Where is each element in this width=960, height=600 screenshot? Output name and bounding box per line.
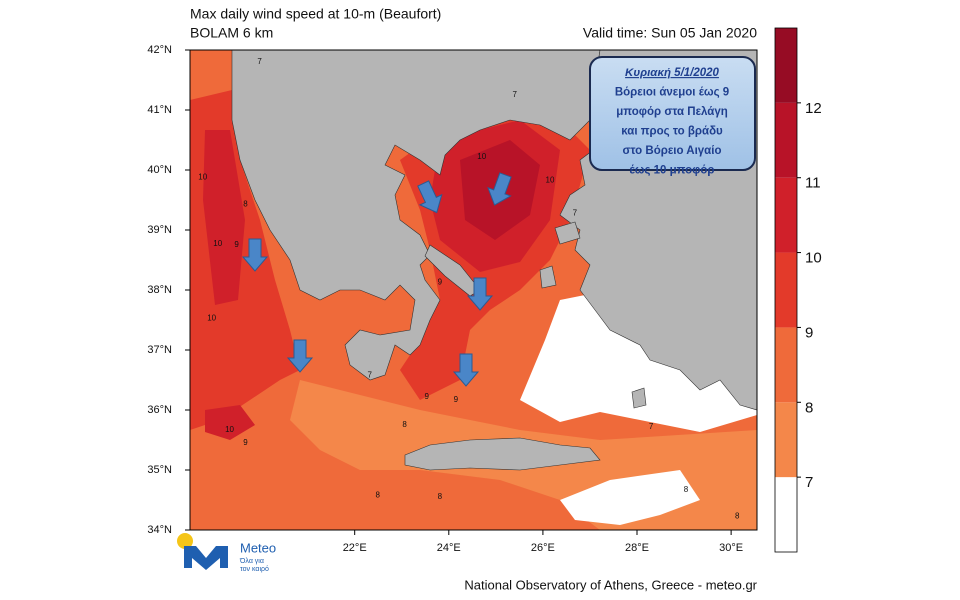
contour-label: 8 bbox=[684, 485, 689, 494]
contour-label: 8 bbox=[376, 490, 381, 499]
contour-label: 8 bbox=[438, 492, 443, 501]
y-tick-label: 42°N bbox=[147, 44, 172, 56]
contour-label: 7 bbox=[649, 422, 654, 431]
annotation-heading: Κυριακή 5/1/2020 bbox=[625, 67, 719, 79]
contour-label: 9 bbox=[454, 395, 459, 404]
contour-label: 10 bbox=[207, 313, 216, 322]
logo-mark bbox=[184, 546, 228, 570]
logo-tagline: τον καιρό bbox=[240, 565, 269, 573]
contour-label: 9 bbox=[424, 392, 429, 401]
contour-label: 10 bbox=[213, 239, 222, 248]
x-tick-label: 30°E bbox=[719, 542, 743, 554]
contour-label: 8 bbox=[735, 511, 740, 520]
wind-region bbox=[203, 130, 245, 305]
wind-region bbox=[560, 470, 700, 525]
contour-label: 8 bbox=[402, 420, 407, 429]
land-island bbox=[554, 221, 581, 245]
colorbar-bin bbox=[775, 102, 797, 178]
title: Max daily wind speed at 10-m (Beaufort) bbox=[190, 6, 441, 22]
contour-label: 9 bbox=[234, 240, 239, 249]
colorbar-bin bbox=[775, 477, 797, 552]
logo-name: Meteo bbox=[240, 540, 276, 555]
contour-label: 7 bbox=[257, 57, 262, 66]
annotation-line: Βόρειοι άνεμοι έως 9 bbox=[615, 87, 729, 99]
y-tick-label: 39°N bbox=[147, 224, 172, 236]
y-tick-label: 37°N bbox=[147, 344, 172, 356]
contour-label: 10 bbox=[477, 152, 486, 161]
logo-sun bbox=[177, 533, 193, 549]
colorbar-bin bbox=[775, 402, 797, 478]
land-island bbox=[631, 387, 647, 409]
y-tick-label: 34°N bbox=[147, 524, 172, 536]
colorbar: 7 8 9 10 11 12 bbox=[774, 27, 822, 553]
contour-label: 9 bbox=[438, 277, 443, 286]
x-tick-label: 26°E bbox=[531, 542, 555, 554]
logo-tagline: Όλα για bbox=[239, 558, 264, 565]
contour-label: 7 bbox=[573, 208, 578, 217]
contour-labels: 7 10 10 10 9 8 10 10 9 9 8 8 8 7 9 9 8 8 7 10 7 7 bbox=[198, 57, 740, 520]
logo: Meteo Όλα για τον καιρό bbox=[177, 533, 276, 573]
colorbar-label: 9 bbox=[805, 324, 813, 341]
y-tick-label: 38°N bbox=[147, 284, 172, 296]
subtitle: BOLAM 6 km bbox=[190, 25, 273, 41]
colorbar-label: 11 bbox=[805, 175, 821, 192]
colorbar-bin bbox=[775, 327, 797, 403]
y-tick-label: 41°N bbox=[147, 104, 172, 116]
valid-time: Valid time: Sun 05 Jan 2020 bbox=[583, 25, 757, 41]
land-island bbox=[539, 265, 557, 289]
y-tick-label: 36°N bbox=[147, 404, 172, 416]
colorbar-bin bbox=[775, 28, 797, 103]
annotation: Κυριακή 5/1/2020 Βόρειοι άνεμοι έως 9 μποφ… bbox=[615, 67, 729, 177]
colorbar-frame bbox=[774, 27, 798, 553]
annotation-line: μποφόρ στα Πελάγη bbox=[616, 106, 728, 118]
colorbar-bin bbox=[775, 252, 797, 328]
x-tick-label: 28°E bbox=[625, 542, 649, 554]
contour-label: 7 bbox=[368, 370, 373, 379]
contour-label: 10 bbox=[225, 425, 234, 434]
colorbar-label: 12 bbox=[805, 100, 822, 117]
annotation-box bbox=[589, 56, 756, 171]
annotation-line: και προς το βράδυ bbox=[621, 126, 723, 138]
contour-label: 10 bbox=[198, 172, 207, 181]
colorbar-label: 8 bbox=[805, 399, 813, 416]
x-tick-label: 22°E bbox=[343, 542, 367, 554]
colorbar-label: 10 bbox=[805, 250, 822, 267]
y-tick-label: 35°N bbox=[147, 464, 172, 476]
contour-label: 8 bbox=[243, 199, 248, 208]
annotation-line: στο Βόρειο Αιγαίο bbox=[623, 145, 722, 157]
x-tick-label: 24°E bbox=[437, 542, 461, 554]
y-tick-label: 40°N bbox=[147, 164, 172, 176]
land-greece bbox=[231, 50, 601, 381]
annotation-line: έως 10 μποφόρ bbox=[630, 165, 715, 177]
contour-label: 7 bbox=[512, 90, 517, 99]
footer: National Observatory of Athens, Greece -… bbox=[464, 577, 757, 592]
colorbar-bin bbox=[775, 177, 797, 253]
contour-label: 10 bbox=[546, 175, 555, 184]
colorbar-label: 7 bbox=[805, 474, 813, 491]
wind-region bbox=[205, 405, 255, 440]
contour-label: 9 bbox=[243, 438, 248, 447]
land-crete bbox=[404, 437, 601, 471]
